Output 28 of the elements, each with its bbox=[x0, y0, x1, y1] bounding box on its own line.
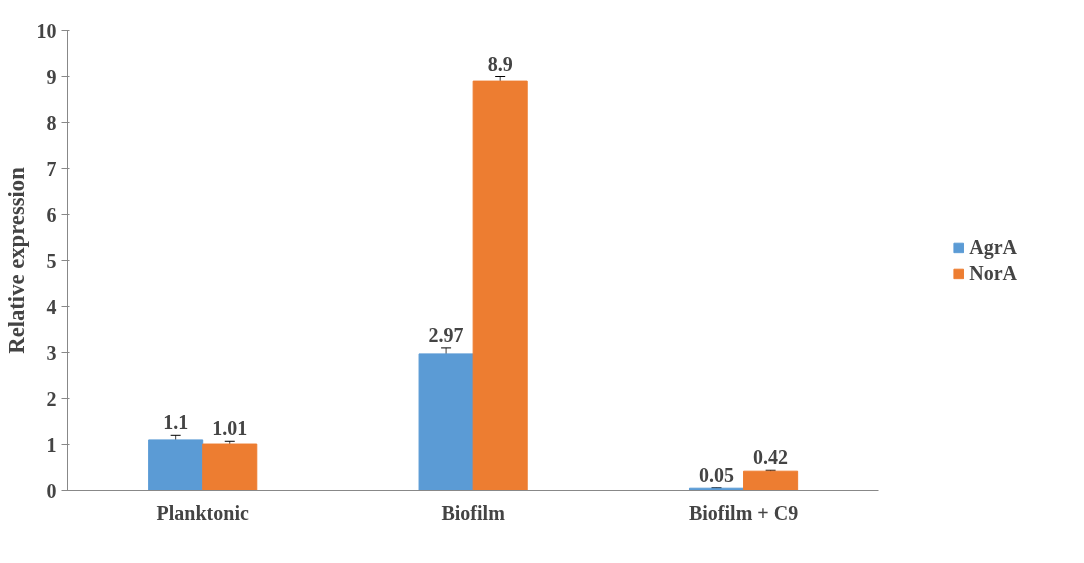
data-label: 2.97 bbox=[428, 323, 464, 346]
legend-label: AgrA bbox=[969, 235, 1017, 259]
y-axis-title: Relative expression bbox=[3, 166, 29, 354]
x-tick-label: Biofilm bbox=[441, 501, 506, 524]
y-tick-label: 6 bbox=[46, 203, 57, 226]
data-label: 8.9 bbox=[487, 52, 513, 75]
bar bbox=[743, 470, 799, 491]
x-tick-label: Planktonic bbox=[156, 501, 249, 524]
data-label: 1.01 bbox=[212, 417, 248, 440]
x-tick-label: Biofilm + C9 bbox=[688, 501, 799, 524]
bar bbox=[148, 439, 204, 491]
y-tick-label: 1 bbox=[46, 433, 57, 456]
bar bbox=[202, 443, 258, 491]
data-label: 1.1 bbox=[163, 411, 189, 434]
data-label: 0.42 bbox=[753, 446, 789, 469]
legend-label: NorA bbox=[969, 261, 1017, 285]
y-tick-label: 10 bbox=[36, 19, 57, 42]
y-tick-label: 0 bbox=[46, 479, 57, 502]
y-tick-label: 2 bbox=[46, 387, 57, 410]
y-tick-label: 5 bbox=[46, 249, 57, 272]
y-tick-label: 7 bbox=[46, 157, 57, 180]
y-tick-label: 8 bbox=[46, 111, 57, 134]
y-tick-label: 9 bbox=[46, 65, 57, 88]
y-tick-label: 3 bbox=[46, 341, 57, 364]
data-label: 0.05 bbox=[699, 463, 735, 486]
y-tick-label: 4 bbox=[46, 295, 57, 318]
bar bbox=[418, 353, 474, 491]
bar bbox=[472, 80, 528, 491]
